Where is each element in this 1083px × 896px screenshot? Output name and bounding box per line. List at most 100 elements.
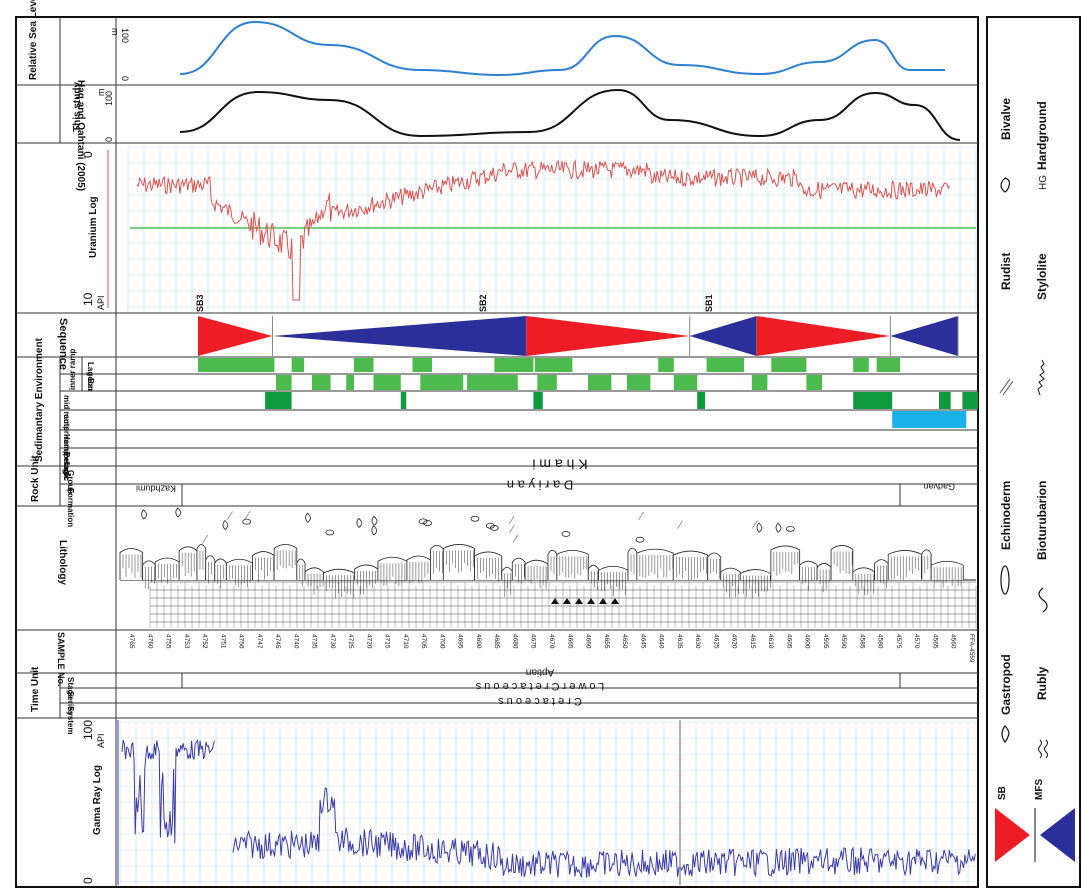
hardground-icon: HG — [1038, 175, 1049, 190]
sample-number: 4560 — [950, 634, 957, 649]
sample-number: 4680 — [512, 634, 519, 649]
litho-bed — [707, 552, 722, 580]
sample-number: 4605 — [785, 634, 792, 649]
stage-aptian: Aptian — [526, 667, 554, 678]
environment-blocks — [198, 358, 978, 428]
sample-number: 4720 — [365, 634, 372, 649]
env-block-bar — [537, 375, 557, 390]
litho-bed — [921, 549, 932, 580]
sample-number: 4690 — [475, 634, 482, 649]
uranium-log-curve — [136, 159, 950, 301]
rudist-icon — [638, 511, 645, 521]
litho-bed — [119, 548, 144, 580]
gastropod-icon — [756, 522, 763, 533]
sample-number: 4620 — [731, 634, 738, 649]
gamma-scale-unit: API — [96, 733, 106, 748]
env-block-lagoon — [494, 358, 534, 372]
litho-bed — [474, 551, 503, 580]
rubly-icon — [1038, 739, 1048, 759]
sample-number: 4615 — [749, 634, 756, 649]
uranium-scale-bottom: 10 — [81, 292, 95, 306]
legend-bioturbation-label: Bioturubarion — [1035, 481, 1049, 560]
legend-echinoderm-label: Echinoderm — [999, 481, 1013, 550]
env-block-mid-ramp — [533, 392, 543, 409]
env-block-mid-ramp — [962, 392, 978, 409]
litho-marker — [599, 598, 607, 604]
env-block-bar — [311, 375, 331, 390]
sample-number: 4575 — [895, 634, 902, 649]
label-mid-ramp: mid ramp — [62, 395, 71, 431]
sample-number: 4595 — [822, 634, 829, 649]
env-block-lagoon — [291, 358, 305, 372]
env-block-bar — [673, 375, 698, 390]
sample-number: 4570 — [913, 634, 920, 649]
study-scale-bottom: 0 — [104, 137, 114, 142]
gastropod-icon — [222, 519, 229, 531]
sample-number: 4685 — [493, 634, 500, 649]
bivalve-icon — [635, 536, 645, 543]
legend-rudist-label: Rudist — [999, 253, 1013, 290]
sample-number: FFA-4559 — [968, 634, 975, 663]
rudist-icon — [509, 524, 515, 534]
legend-rubly-label: Rubly — [1035, 666, 1049, 700]
label-gamma: Gama Ray Log — [92, 765, 103, 835]
litho-bed — [354, 564, 379, 580]
gastropod-icon — [1001, 725, 1010, 743]
gamma-ray-log-curve — [121, 738, 976, 878]
bivalve-icon — [470, 515, 480, 522]
sample-number: 4670 — [548, 634, 555, 649]
sample-number: 4630 — [694, 634, 701, 649]
formation-kazhdumi: Kazhdumi — [136, 484, 176, 494]
legend-mfs-label: MFS — [1034, 779, 1045, 800]
label-group: Group — [66, 470, 75, 494]
sample-number: 4730 — [329, 634, 336, 649]
litho-bed — [556, 549, 589, 580]
rudist-icon — [512, 534, 519, 544]
litho-bed — [430, 544, 444, 580]
label-sample-no: SAMPLE No. — [56, 632, 66, 687]
sample-number: 4565 — [932, 634, 939, 649]
sample-number: 4705 — [420, 634, 427, 649]
env-block-mid-ramp — [697, 392, 705, 409]
system-cretaceous: C r e t a c e o u s — [498, 695, 582, 707]
sample-number: 4700 — [438, 634, 445, 649]
litho-marker — [611, 598, 619, 604]
sample-number: 4590 — [840, 634, 847, 649]
litho-marker — [563, 598, 571, 604]
gastropod-icon — [141, 509, 148, 520]
env-block-lagoon — [771, 358, 807, 372]
label-time-unit: Time Unit — [30, 666, 41, 712]
legend-mfs-triangle — [1040, 808, 1075, 862]
litho-bed — [511, 557, 526, 580]
label-formation: Formation — [66, 488, 75, 527]
env-block-bar — [373, 375, 401, 390]
env-block-bar — [588, 375, 612, 390]
sample-number: 4765 — [128, 634, 135, 649]
label-outer-ramp: outer ramp — [62, 414, 71, 456]
sample-number: 4715 — [384, 634, 391, 649]
haq-scale-unit: m — [110, 28, 120, 36]
rudist-icon — [677, 520, 683, 529]
gamma-scale-bottom: 0 — [81, 877, 95, 884]
env-block-mid-ramp — [853, 392, 893, 409]
env-block-mid-ramp — [265, 392, 292, 409]
sb3-label: SB3 — [195, 294, 205, 312]
litho-bed — [830, 545, 854, 580]
label-pelagic: Pelagic — [62, 452, 71, 481]
env-block-mid-ramp — [400, 392, 407, 409]
sample-number: 4655 — [603, 634, 610, 649]
litho-bed — [598, 565, 629, 580]
label-sequence: Sequence — [57, 318, 69, 370]
litho-bed — [225, 558, 253, 580]
bivalve-icon — [561, 531, 571, 537]
sample-number: 4640 — [658, 634, 665, 649]
haq-sea-level-curve — [179, 20, 945, 77]
sample-number: 4650 — [621, 634, 628, 649]
litho-bed — [720, 567, 741, 580]
sample-number: 4752 — [201, 634, 208, 649]
litho-bed — [296, 558, 306, 580]
env-block-bar — [276, 375, 292, 390]
sample-number: 4625 — [712, 634, 719, 649]
gastropod-icon — [305, 512, 311, 523]
